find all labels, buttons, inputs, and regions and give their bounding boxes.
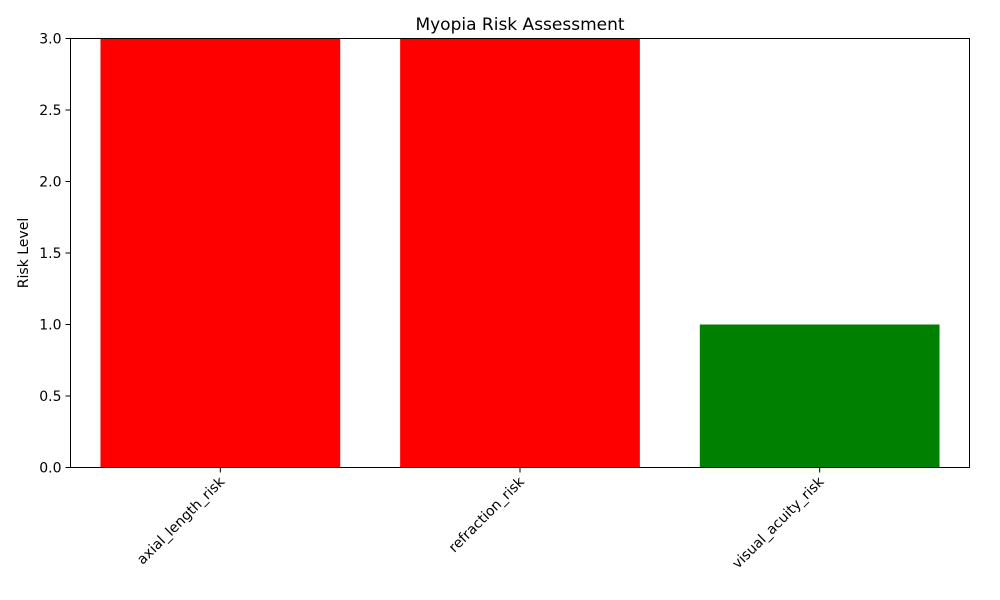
bar-visual-acuity-risk [699, 324, 940, 468]
x-tick-label: visual_acuity_risk [729, 473, 828, 572]
bar-refraction-risk [400, 38, 640, 468]
plot-frame [70, 38, 970, 468]
bar-axial-length-risk [100, 38, 341, 468]
chart-title: Myopia Risk Assessment [415, 15, 624, 35]
y-tick-label: 1.0 [39, 318, 61, 334]
x-tick-label: axial_length_risk [134, 473, 229, 568]
y-tick-label: 2.0 [39, 175, 61, 191]
y-axis-ticks: 0.0 0.5 1.0 1.5 2.0 2.5 3.0 [39, 32, 71, 477]
bars-group [100, 38, 940, 468]
y-tick-label: 1.5 [39, 246, 61, 262]
y-tick-label: 3.0 [39, 32, 61, 48]
y-axis-title: Risk Level [16, 218, 32, 288]
x-axis-ticks: axial_length_risk refraction_risk visual_a… [134, 467, 828, 572]
x-tick-label: refraction_risk [446, 473, 529, 556]
y-tick-label: 2.5 [39, 103, 61, 119]
y-tick-label: 0.5 [39, 389, 61, 405]
y-tick-label: 0.0 [39, 461, 61, 477]
